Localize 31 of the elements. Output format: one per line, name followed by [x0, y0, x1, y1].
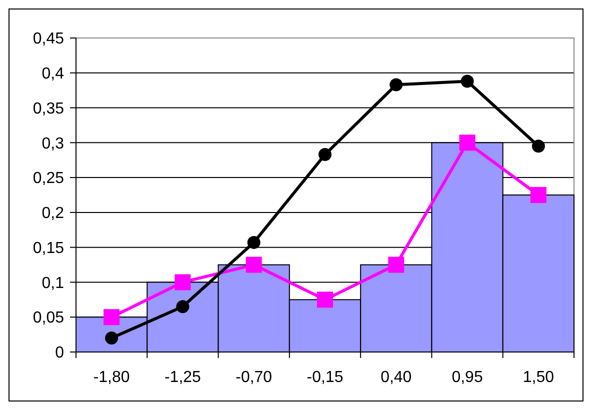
- point: [390, 78, 403, 92]
- point: [460, 74, 474, 88]
- point: [247, 236, 260, 249]
- point: [174, 274, 191, 290]
- y-tick-label: 0,3: [42, 135, 64, 152]
- point: [246, 256, 262, 273]
- y-tick-label: 0,2: [42, 205, 64, 222]
- x-tick-label: -1,80: [93, 369, 130, 386]
- point: [318, 148, 332, 162]
- point: [530, 187, 546, 203]
- x-tick-label: -1,25: [164, 369, 202, 386]
- x-tick-label: 1,50: [522, 369, 554, 386]
- point: [104, 309, 120, 326]
- x-tick-label: 0,95: [452, 369, 483, 386]
- x-tick-label: -0,15: [306, 369, 344, 386]
- point: [388, 256, 404, 273]
- point: [176, 300, 190, 314]
- point: [317, 292, 333, 308]
- y-tick-label: 0,35: [32, 100, 64, 118]
- y-tick-label: 0,25: [32, 170, 64, 188]
- y-tick-label: 0,1: [42, 274, 64, 292]
- y-tick-label: 0,15: [32, 240, 64, 257]
- y-tick-label: 0,4: [42, 65, 64, 82]
- y-tick-label: 0,45: [32, 30, 64, 48]
- y-tick-label: 0,05: [32, 310, 64, 327]
- point: [532, 140, 545, 153]
- y-tick-label: 0: [55, 344, 64, 362]
- x-tick-label: -0,70: [236, 369, 272, 386]
- x-tick-label: 0,40: [380, 369, 412, 386]
- point: [105, 332, 118, 345]
- point: [459, 134, 476, 151]
